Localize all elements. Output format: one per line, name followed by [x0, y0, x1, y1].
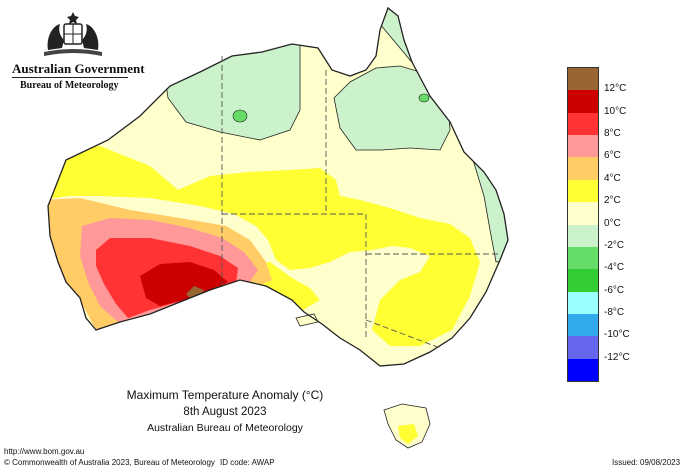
issued-date: Issued: 09/08/2023 [612, 458, 680, 467]
legend-swatch [568, 269, 598, 293]
map-date: 8th August 2023 [183, 406, 267, 418]
legend-swatch [568, 291, 598, 315]
zone-cool-spot-qld [418, 93, 430, 103]
state-borders [221, 56, 500, 349]
legend-label: -12°C [604, 351, 630, 363]
zone-2-4-tasmania [398, 424, 418, 444]
legend-swatch [568, 336, 598, 360]
legend-swatch [568, 313, 598, 337]
legend-label: 0°C [604, 217, 621, 229]
legend-swatch [568, 112, 598, 136]
header-divider [12, 77, 128, 78]
legend-label: -10°C [604, 329, 630, 341]
kangaroo-island [295, 313, 319, 327]
copyright-text: © Commonwealth of Australia 2023, Bureau… [4, 458, 215, 467]
coat-of-arms-logo [44, 12, 102, 56]
legend-swatch [568, 224, 598, 248]
legend-label: -6°C [604, 284, 625, 296]
legend-swatch [568, 90, 598, 114]
legend-label: -4°C [604, 262, 625, 274]
anomaly-fill [48, 8, 508, 366]
legend-label: 8°C [604, 128, 621, 140]
legend-label: -8°C [604, 306, 625, 318]
legend-swatch [568, 202, 598, 225]
legend-swatch [568, 179, 598, 203]
bom-url-link[interactable]: http://www.bom.gov.au [4, 447, 85, 456]
legend-swatch [568, 68, 598, 91]
zone-10-12 [140, 262, 228, 306]
bureau-subtitle: Bureau of Meteorology [20, 80, 119, 91]
id-code: ID code: AWAP [220, 458, 275, 467]
legend-colorbar [567, 67, 599, 382]
map-title: Maximum Temperature Anomaly (°C) [126, 388, 324, 402]
legend-swatch [568, 246, 598, 270]
legend-label: 12°C [604, 83, 627, 95]
zone-cool-spot-nt [232, 109, 248, 123]
legend-swatch [568, 358, 598, 382]
legend-label: 6°C [604, 150, 621, 162]
legend-swatch [568, 135, 598, 158]
legend-swatch [568, 157, 598, 181]
nsw-vic-border [365, 319, 441, 349]
legend-label: -2°C [604, 239, 625, 251]
legend-label: 4°C [604, 172, 621, 184]
legend-label: 2°C [604, 195, 621, 207]
zone-2-4-west [48, 146, 480, 346]
map-source: Australian Bureau of Meteorology [147, 422, 303, 434]
legend-label: 10°C [604, 105, 627, 117]
government-title: Australian Government [12, 61, 145, 76]
